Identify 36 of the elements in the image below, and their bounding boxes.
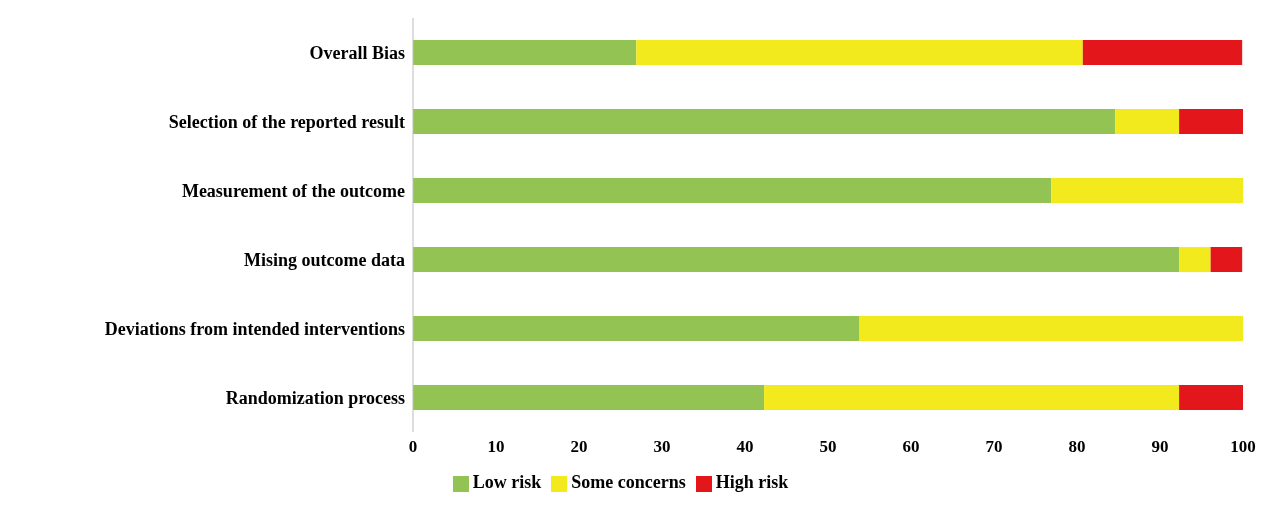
x-tick-label: 30 — [653, 437, 671, 457]
y-tick-label: Overall Bias — [309, 42, 405, 63]
x-tick-label: 20 — [570, 437, 588, 457]
legend-label: Some concerns — [571, 472, 686, 492]
y-tick-label: Mising outcome data — [244, 249, 405, 270]
bar — [413, 178, 1052, 204]
x-tick-label: 50 — [819, 437, 837, 457]
bar — [413, 385, 765, 411]
bar — [859, 316, 1243, 342]
bar — [1179, 109, 1243, 135]
bar — [1179, 247, 1211, 273]
legend-label: High risk — [715, 472, 789, 492]
legend-label: Low risk — [472, 472, 542, 492]
bar — [1051, 178, 1243, 204]
x-tick-label: 60 — [902, 437, 920, 457]
x-tick-label: 10 — [487, 437, 505, 457]
y-tick-label: Randomization process — [225, 387, 405, 408]
x-tick-label: 40 — [736, 437, 754, 457]
bar — [1179, 385, 1243, 411]
bar — [636, 40, 1083, 66]
bar — [1115, 109, 1180, 135]
bar — [413, 109, 1116, 135]
y-tick-label: Deviations from intended interventions — [104, 318, 405, 339]
x-tick-label: 80 — [1068, 437, 1086, 457]
x-tick-label: 0 — [408, 437, 418, 457]
bar — [1210, 247, 1243, 273]
y-tick-label: Selection of the reported result — [168, 111, 405, 132]
bar — [413, 316, 860, 342]
bar — [413, 40, 637, 66]
x-tick-label: 100 — [1230, 437, 1256, 457]
y-tick-label: Measurement of the outcome — [181, 180, 405, 201]
bar — [764, 385, 1180, 411]
bar — [1082, 40, 1243, 66]
bar — [413, 247, 1180, 273]
x-tick-label: 70 — [985, 437, 1003, 457]
x-tick-label: 90 — [1151, 437, 1169, 457]
